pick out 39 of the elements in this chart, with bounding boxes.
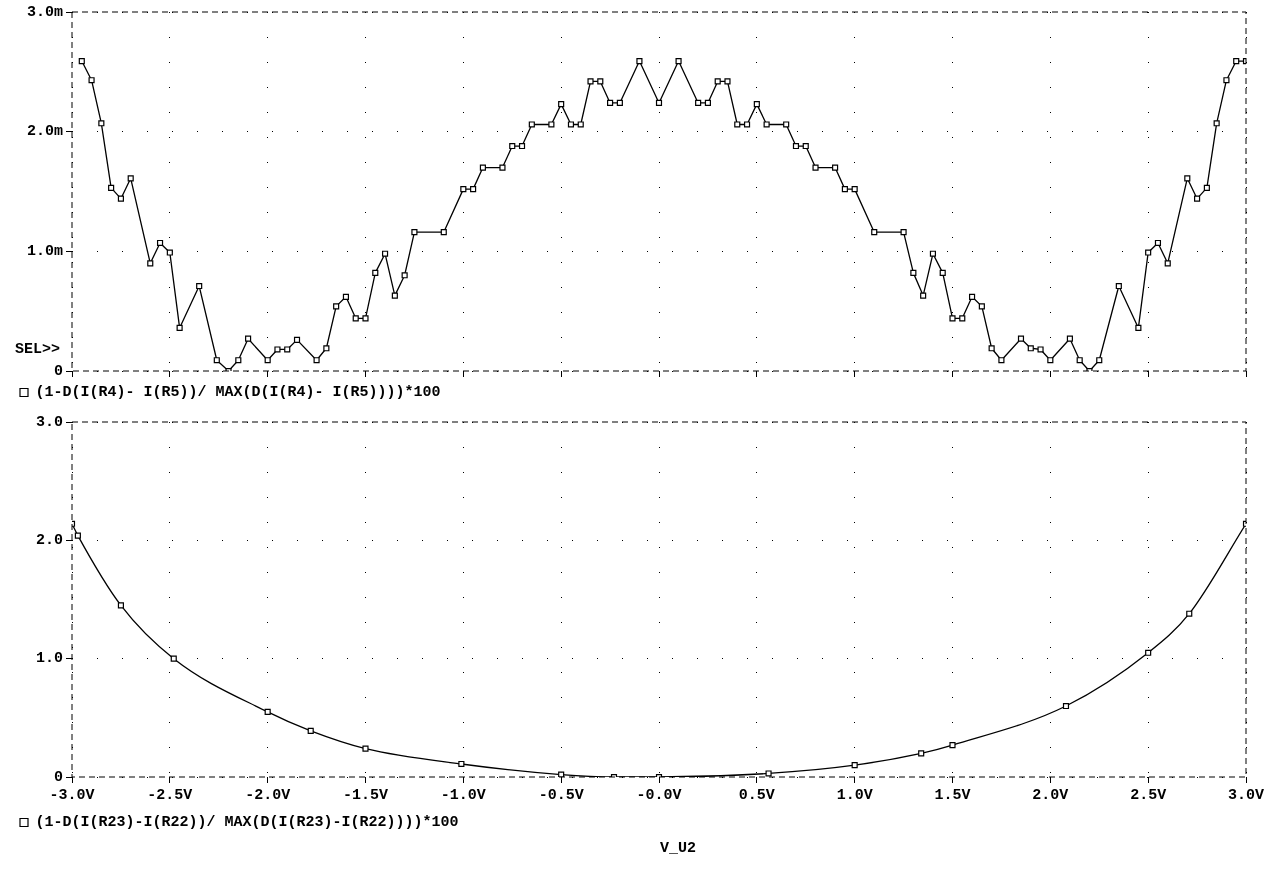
x-tick-label: 1.0V bbox=[836, 786, 873, 804]
x-tick-label: 2.5V bbox=[1130, 786, 1167, 804]
point bbox=[264, 708, 271, 715]
y-tick-label: 1.0 bbox=[35, 650, 63, 668]
point bbox=[74, 532, 81, 539]
text: SEL>> bbox=[14, 340, 60, 358]
x-tick-label: -1.0V bbox=[440, 786, 486, 804]
y-tick-label: 2.0m bbox=[26, 123, 63, 141]
point bbox=[851, 762, 858, 769]
legend-label: (1-D(I(R4)- I(R5))/ MAX(D(I(R4)- I(R5))))*100 bbox=[35, 384, 441, 402]
x-tick-label: 3.0V bbox=[1227, 786, 1265, 804]
point bbox=[1062, 702, 1070, 710]
x-tick-label: 0.5V bbox=[738, 786, 775, 804]
point bbox=[170, 655, 177, 662]
x-axis-title: V_U2 bbox=[659, 840, 697, 857]
y-tick-label: 0 bbox=[53, 768, 63, 786]
point bbox=[362, 745, 369, 752]
legend-label: (1-D(I(R23)-I(R22))/ MAX(D(I(R23)-I(R22))))*100 bbox=[35, 814, 459, 832]
point bbox=[765, 770, 772, 777]
y-tick-label: 0 bbox=[53, 362, 63, 380]
point bbox=[1145, 649, 1152, 656]
x-tick-label: -3.0V bbox=[49, 786, 95, 804]
y-tick-label: 3.0 bbox=[35, 413, 63, 431]
y-tick-label: 1.0m bbox=[26, 243, 63, 261]
point bbox=[117, 602, 124, 609]
point bbox=[918, 750, 925, 757]
x-tick-label: 1.5V bbox=[934, 786, 971, 804]
point bbox=[1186, 610, 1193, 617]
y-tick-label: 2.0 bbox=[35, 532, 63, 550]
x-tick-label: -0.0V bbox=[636, 786, 682, 804]
x-tick-label: -2.0V bbox=[245, 786, 291, 804]
point bbox=[949, 741, 956, 749]
x-tick-label: 2.0V bbox=[1032, 786, 1069, 804]
x-tick-label: -1.5V bbox=[342, 786, 389, 804]
point bbox=[307, 727, 314, 734]
x-tick-label: -0.5V bbox=[538, 786, 584, 804]
point bbox=[458, 760, 465, 768]
x-tick-label: -2.5V bbox=[147, 786, 193, 804]
y-tick-label: 3.0m bbox=[26, 3, 63, 21]
